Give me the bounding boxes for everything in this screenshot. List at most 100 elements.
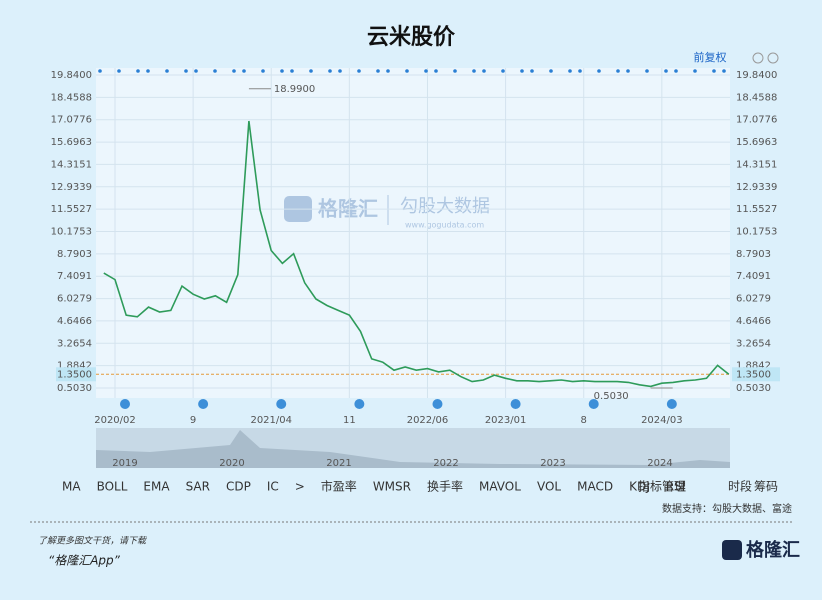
event-marker	[354, 399, 365, 409]
toolbar-item[interactable]: BOLL	[97, 480, 128, 494]
event-dot	[424, 69, 428, 73]
toolbar-item[interactable]: MAVOL	[479, 480, 521, 494]
toolbar-manage[interactable]: 指标管理	[638, 479, 686, 494]
x-tick-label: 2021/04	[250, 415, 292, 426]
y-tick-label-right: 15.6963	[736, 137, 777, 148]
x-tick-label: 2024/03	[641, 415, 683, 426]
y-tick-label-right: 19.8400	[736, 70, 777, 81]
y-tick-label-right: 10.1753	[736, 226, 777, 237]
y-tick-label: 10.1753	[51, 226, 92, 237]
event-dot	[472, 69, 476, 73]
y-tick-label: 4.6466	[57, 316, 92, 327]
event-dot	[568, 69, 572, 73]
y-tick-label: 18.4588	[51, 92, 92, 103]
event-marker	[588, 399, 599, 409]
y-tick-label-right: 7.4091	[736, 271, 771, 282]
event-dot	[98, 69, 102, 73]
event-dot	[712, 69, 716, 73]
event-marker	[510, 399, 521, 409]
event-dot	[616, 69, 620, 73]
navigator-area	[96, 430, 730, 468]
event-dot	[146, 69, 150, 73]
event-dot	[501, 69, 505, 73]
toolbar-item[interactable]: IC	[267, 480, 279, 494]
event-dot	[338, 69, 342, 73]
event-dot	[328, 69, 332, 73]
event-dot	[261, 69, 265, 73]
event-marker	[666, 399, 677, 409]
toolbar-item[interactable]: >	[295, 480, 305, 494]
footer-note: 了解更多图文干货，请下载	[38, 536, 147, 547]
y-tick-label: 19.8400	[51, 70, 92, 81]
event-dot	[290, 69, 294, 73]
toolbar-item[interactable]: KDJ	[629, 480, 650, 494]
navigator-label: 2024	[647, 458, 672, 469]
event-marker	[198, 399, 209, 409]
y-tick-label: 3.2654	[57, 338, 92, 349]
chart-controls[interactable]	[752, 52, 779, 64]
watermark: 格隆汇 勾股大数据 www.gogudata.com	[284, 195, 490, 230]
toolbar-item[interactable]: RSI	[666, 480, 686, 494]
y-tick-label: 14.3151	[51, 159, 92, 170]
x-tick-label: 11	[343, 415, 356, 426]
y-tick-label-right: 18.4588	[736, 92, 777, 103]
last-price-label: 1.3500	[736, 369, 771, 380]
toolbar-item[interactable]: 市盈率	[321, 479, 357, 494]
adjust-label[interactable]: 前复权	[694, 50, 727, 64]
event-dot	[664, 69, 668, 73]
source: 数据支持：勾股大数据、富途	[662, 502, 792, 515]
event-dot	[722, 69, 726, 73]
event-dot	[597, 69, 601, 73]
svg-text:格隆汇: 格隆汇	[318, 197, 378, 221]
y-tick-label-right: 0.5030	[736, 383, 771, 394]
event-dot	[232, 69, 236, 73]
last-price-box	[732, 367, 780, 382]
toolbar-item[interactable]: VOL	[537, 480, 561, 494]
event-dot	[549, 69, 553, 73]
navigator-label: 2021	[326, 458, 351, 469]
navigator-label: 2022	[433, 458, 458, 469]
toolbar-item[interactable]: MACD	[577, 480, 613, 494]
event-dot	[184, 69, 188, 73]
y-tick-label-right: 1.8842	[736, 361, 771, 372]
y-tick-label-right: 3.2654	[736, 338, 771, 349]
logo-icon	[722, 540, 742, 560]
event-dot	[520, 69, 524, 73]
toolbar-item[interactable]: SAR	[186, 480, 210, 494]
event-dot	[434, 69, 438, 73]
event-dot	[242, 69, 246, 73]
y-tick-label: 7.4091	[57, 271, 92, 282]
event-dot	[117, 69, 121, 73]
x-tick-label: 2022/06	[407, 415, 449, 426]
y-tick-label-right: 12.9339	[736, 182, 777, 193]
event-dot	[578, 69, 582, 73]
plot-area	[96, 68, 730, 398]
event-marker	[432, 399, 443, 409]
toolbar-item[interactable]: EMA	[143, 480, 170, 494]
toolbar-item[interactable]: WMSR	[373, 480, 411, 494]
event-dot	[674, 69, 678, 73]
toolbar-item[interactable]: CDP	[226, 480, 251, 494]
event-dot	[376, 69, 380, 73]
x-tick-label: 2020/02	[94, 415, 136, 426]
navigator-label: 2020	[219, 458, 244, 469]
toolbar-chips[interactable]: 筹码	[754, 480, 778, 494]
event-dot	[165, 69, 169, 73]
y-tick-label: 6.0279	[57, 294, 92, 305]
event-dot	[482, 69, 486, 73]
toolbar-item[interactable]: 换手率	[427, 479, 463, 494]
event-dot	[530, 69, 534, 73]
y-tick-label: 8.7903	[57, 249, 92, 260]
event-dot	[280, 69, 284, 73]
footer-app: “格隆汇App”	[48, 554, 121, 568]
event-dot	[136, 69, 140, 73]
last-price-label: 1.3500	[57, 369, 92, 380]
toolbar-item[interactable]: MA	[62, 480, 81, 494]
toolbar-period[interactable]: 时段	[728, 479, 752, 494]
event-dot	[386, 69, 390, 73]
x-tick-label: 9	[190, 415, 196, 426]
price-line	[103, 120, 730, 388]
y-tick-label-right: 6.0279	[736, 294, 771, 305]
